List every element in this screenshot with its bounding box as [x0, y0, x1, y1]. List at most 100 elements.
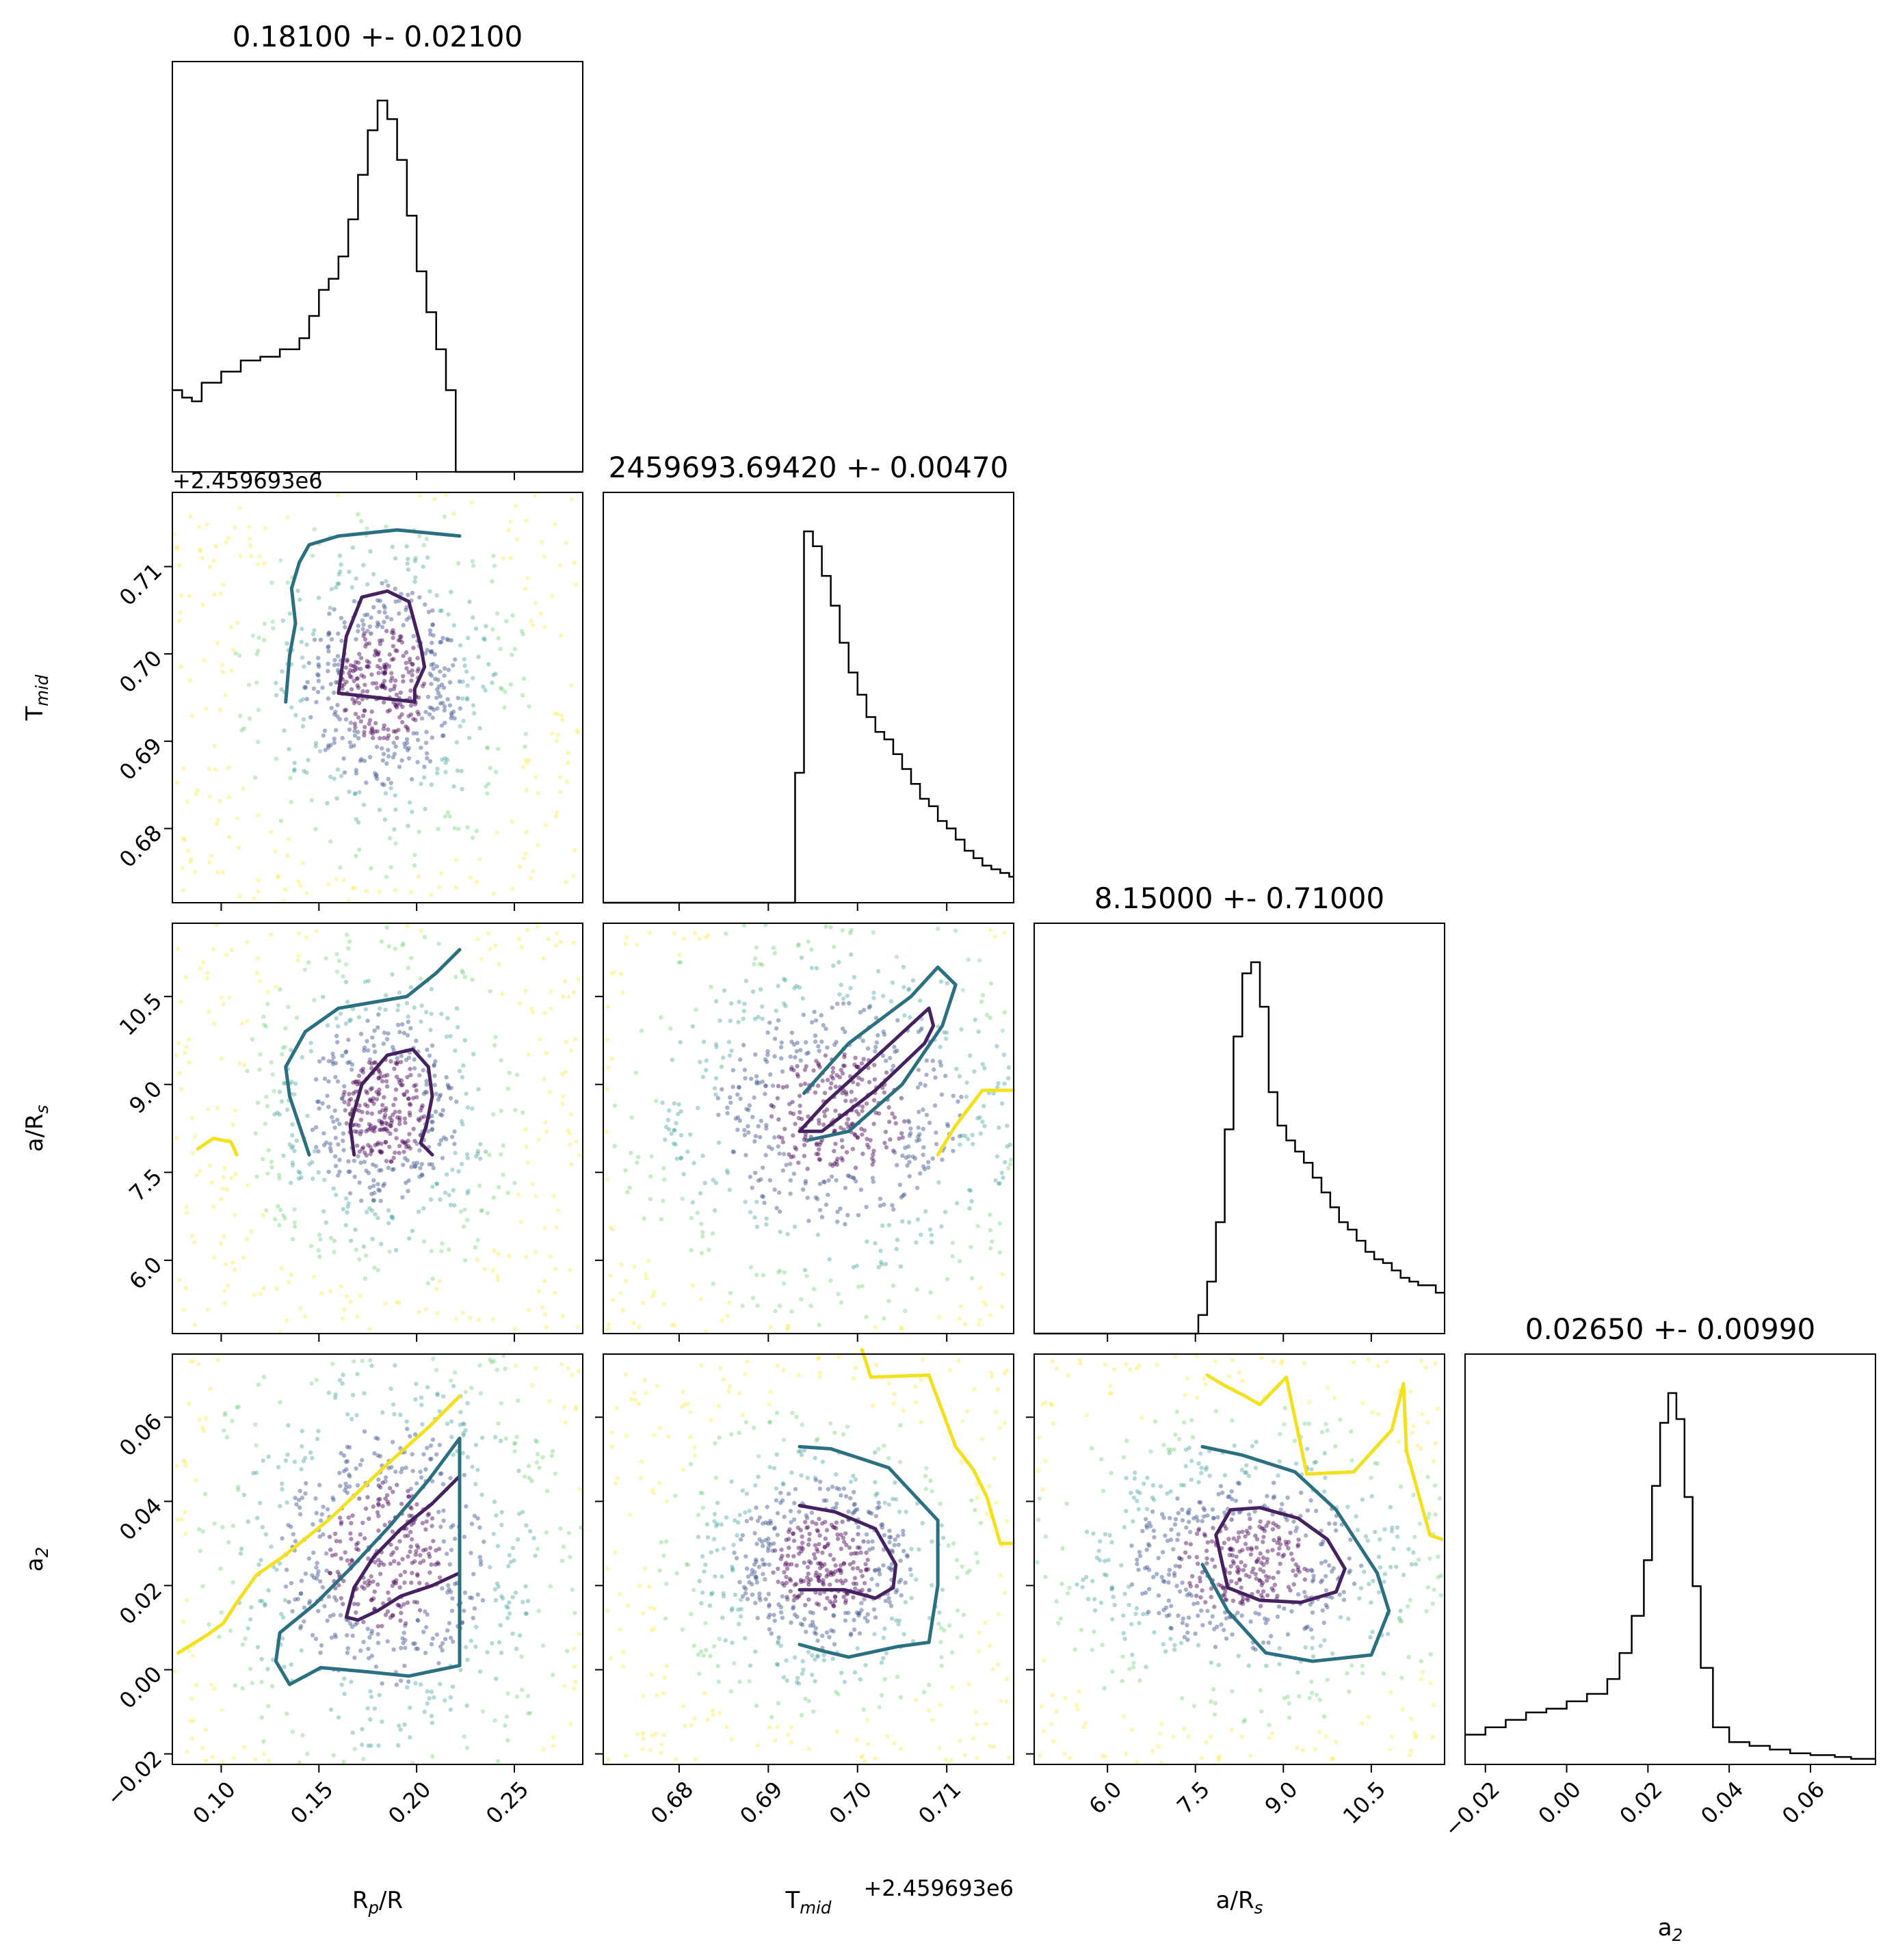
sample-point: [966, 1188, 972, 1193]
sample-point: [471, 703, 476, 708]
sample-point: [836, 1292, 841, 1297]
sample-point: [391, 687, 397, 691]
sample-point: [803, 1135, 808, 1140]
sample-point: [863, 1758, 867, 1763]
sample-point: [365, 612, 370, 617]
sample-point: [302, 664, 306, 669]
sample-point: [220, 663, 224, 667]
sample-point: [389, 1542, 393, 1547]
sample-point: [741, 1009, 747, 1014]
sample-point: [434, 1548, 438, 1553]
sample-point: [1122, 1591, 1127, 1596]
sample-point: [285, 515, 290, 520]
sample-point: [1436, 1575, 1440, 1580]
sample-point: [332, 658, 337, 663]
sample-point: [369, 1191, 374, 1197]
sample-point: [380, 746, 384, 751]
sample-point: [335, 1039, 340, 1045]
sample-point: [308, 1243, 313, 1249]
sample-point: [414, 1141, 419, 1146]
sample-point: [313, 1125, 319, 1130]
sample-point: [343, 1459, 349, 1464]
sample-point: [219, 1610, 224, 1615]
sample-point: [215, 869, 220, 875]
sample-point: [1167, 1451, 1172, 1455]
sample-point: [347, 939, 352, 944]
sample-point: [1165, 1538, 1170, 1544]
sample-point: [551, 1735, 556, 1740]
sample-point: [700, 1153, 705, 1158]
sample-point: [344, 680, 349, 685]
sample-point: [761, 1194, 766, 1200]
sample-point: [697, 936, 702, 942]
sample-point: [832, 1594, 838, 1599]
sample-point: [1321, 1489, 1327, 1494]
sample-point: [895, 1587, 899, 1593]
sample-point: [1258, 1604, 1263, 1608]
sample-point: [315, 1561, 319, 1565]
sample-point: [233, 1683, 237, 1688]
sample-point: [499, 687, 505, 691]
sample-point: [304, 890, 309, 896]
sample-point: [347, 1098, 352, 1103]
sample-point: [233, 1108, 238, 1113]
sample-point: [401, 653, 406, 659]
sample-point: [423, 1527, 428, 1532]
sample-point: [814, 1546, 819, 1552]
sample-point: [752, 1016, 758, 1022]
sample-point: [265, 990, 270, 994]
sample-point: [449, 1548, 454, 1552]
sample-point: [519, 944, 524, 950]
sample-point: [692, 1445, 697, 1450]
sample-point: [314, 1576, 319, 1581]
sample-point: [770, 1548, 775, 1553]
sample-point: [730, 1085, 735, 1089]
sample-point: [1265, 1593, 1270, 1598]
sample-point: [717, 1637, 722, 1641]
sample-point: [816, 1063, 821, 1068]
sample-point: [798, 1297, 804, 1302]
sample-point: [936, 1180, 941, 1185]
sample-point: [711, 1178, 715, 1182]
sample-point: [427, 589, 432, 594]
sample-point: [788, 1161, 793, 1167]
sample-point: [1433, 1441, 1438, 1446]
sample-point: [1198, 1578, 1202, 1584]
sample-point: [524, 1523, 529, 1528]
sample-point: [730, 1564, 735, 1570]
sample-point: [402, 1663, 407, 1668]
sample-point: [1432, 1483, 1438, 1488]
sample-point: [253, 1131, 258, 1136]
sample-point: [393, 1061, 398, 1065]
sample-point: [471, 615, 475, 620]
sample-point: [194, 1173, 199, 1178]
sample-point: [450, 1639, 456, 1644]
sample-point: [339, 1096, 345, 1101]
sample-point: [473, 1481, 478, 1487]
sample-point: [343, 962, 349, 967]
sample-point: [342, 1676, 347, 1681]
sample-point: [521, 676, 526, 681]
sample-point: [847, 930, 853, 936]
sample-point: [937, 1745, 942, 1751]
sample-point: [258, 1598, 263, 1604]
sample-point: [477, 1183, 482, 1189]
sample-point: [335, 1570, 340, 1574]
sample-point: [995, 1387, 1000, 1392]
sample-point: [768, 1521, 774, 1526]
sample-point: [921, 1357, 925, 1362]
sample-point: [1185, 1623, 1189, 1628]
sample-point: [418, 1165, 423, 1171]
sample-point: [791, 1554, 796, 1559]
sample-point: [512, 1449, 517, 1454]
sample-point: [834, 1159, 839, 1164]
sample-point: [868, 1138, 873, 1143]
scatter-points-joint-3-1: [605, 1355, 1012, 1763]
sample-point: [787, 1102, 792, 1107]
sample-point: [244, 1019, 250, 1024]
sample-point: [951, 1094, 956, 1098]
sample-point: [1318, 1643, 1324, 1648]
sample-point: [290, 1122, 295, 1127]
sample-point: [1277, 1546, 1282, 1551]
sample-point: [1004, 1519, 1010, 1524]
